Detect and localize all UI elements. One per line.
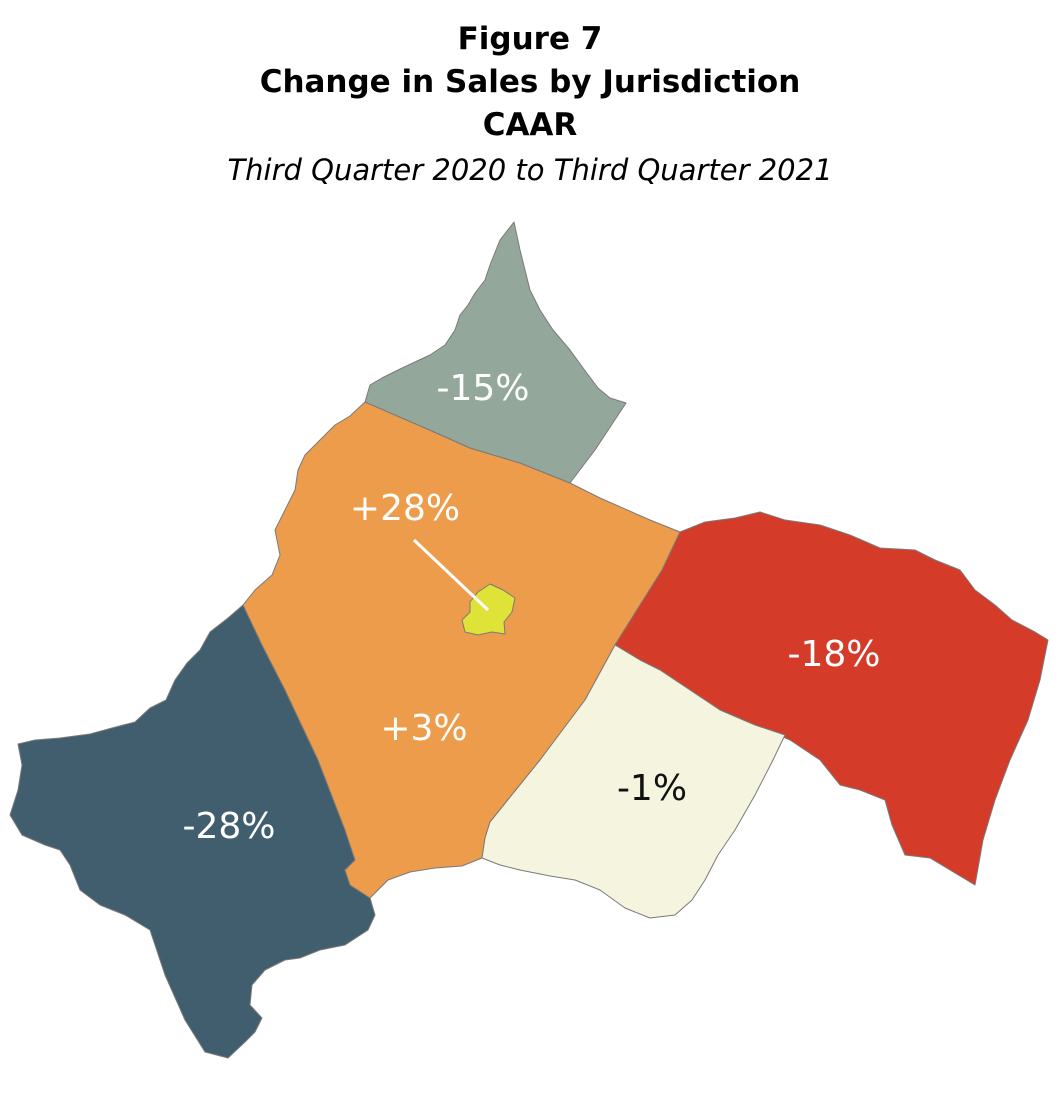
- label-southeast: -1%: [617, 768, 687, 809]
- region-north: [364, 221, 627, 484]
- label-southwest: -28%: [182, 806, 275, 847]
- figure-number: Figure 7: [457, 21, 603, 57]
- label-east: -18%: [787, 634, 880, 675]
- figure-period: Third Quarter 2020 to Third Quarter 2021: [227, 153, 833, 187]
- label-city: +28%: [350, 488, 460, 529]
- region-center: [242, 401, 681, 899]
- region-southwest: [9, 604, 376, 1059]
- region-southeast: [481, 644, 786, 919]
- figure-organization: CAAR: [482, 107, 578, 143]
- city-leader-line: [412, 538, 490, 612]
- figure-header: Figure 7 Change in Sales by Jurisdiction…: [0, 18, 1060, 193]
- figure-title: Change in Sales by Jurisdiction: [259, 64, 801, 100]
- label-center: +3%: [380, 708, 467, 749]
- label-north: -15%: [436, 368, 529, 409]
